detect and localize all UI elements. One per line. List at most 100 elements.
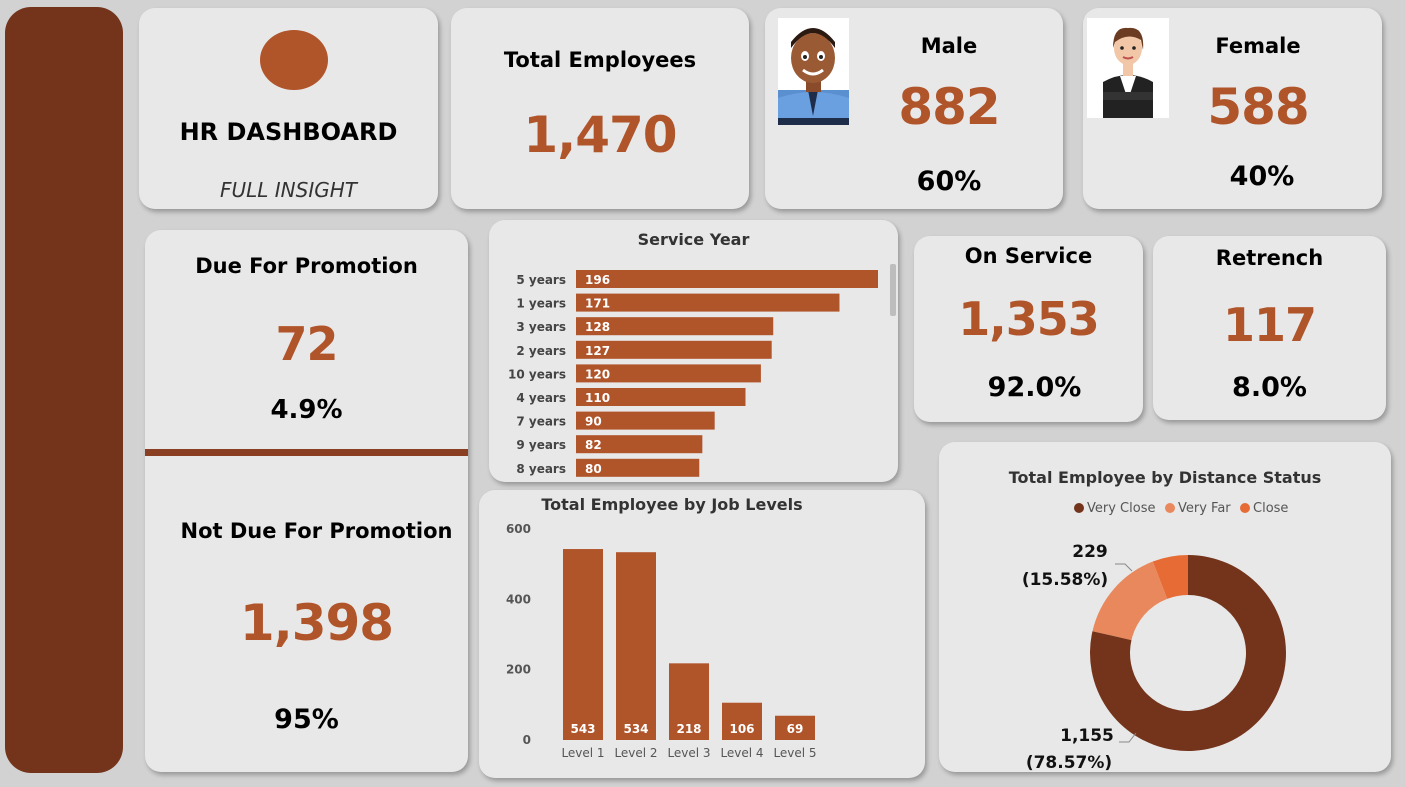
service-year-bar-label: 80 xyxy=(585,462,602,476)
service-year-category-label: 5 years xyxy=(516,273,566,287)
dashboard-subtitle: FULL INSIGHT xyxy=(220,178,357,202)
service-year-bar[interactable] xyxy=(576,293,840,312)
male-card: Male 882 60% xyxy=(765,8,1063,209)
on-service-value: 1,353 xyxy=(958,292,1100,346)
job-levels-y-tick: 600 xyxy=(506,522,531,536)
total-employees-card: Total Employees 1,470 xyxy=(451,8,749,209)
due-promotion-percent: 4.9% xyxy=(270,395,343,425)
total-employees-value: 1,470 xyxy=(523,106,677,164)
service-year-bar[interactable] xyxy=(576,270,878,288)
distance-donut-chart: Very Close Very Far Close 229 (15.58%) 1,155 (… xyxy=(1022,501,1289,772)
service-year-scrollbar[interactable] xyxy=(890,264,896,316)
job-levels-title: Total Employee by Job Levels xyxy=(541,495,803,514)
service-year-category-label: 4 years xyxy=(516,391,566,405)
distance-legend-marker xyxy=(1165,503,1175,513)
distance-data-label-value: 229 xyxy=(1072,542,1108,562)
job-levels-x-label: Level 5 xyxy=(773,746,816,760)
sidebar xyxy=(5,7,123,773)
logo-circle xyxy=(260,30,328,90)
distance-data-label-pct: (78.57%) xyxy=(1026,753,1112,772)
not-due-promotion-value: 1,398 xyxy=(239,594,394,652)
job-levels-x-label: Level 1 xyxy=(561,746,604,760)
service-year-card: Service Year 5 years 196 1 years 171 3 years… xyxy=(489,220,898,482)
distance-data-label-pct: (15.58%) xyxy=(1022,570,1108,590)
service-year-category-label: 9 years xyxy=(516,438,566,452)
job-levels-bar-label: 218 xyxy=(676,722,701,736)
service-year-category-label: 10 years xyxy=(508,367,566,381)
distance-leader-line xyxy=(1115,563,1133,572)
service-year-chart: 5 years 196 1 years 171 3 years 128 2 years 127… xyxy=(508,270,878,477)
job-levels-bar-label: 534 xyxy=(623,722,648,736)
distance-donut-slice[interactable] xyxy=(1090,555,1286,751)
distance-legend-marker xyxy=(1074,503,1084,513)
distance-card: Total Employee by Distance Status Very C… xyxy=(939,442,1391,772)
job-levels-bar[interactable] xyxy=(616,552,656,740)
male-avatar xyxy=(778,18,849,125)
service-year-bar-label: 171 xyxy=(585,297,610,311)
distance-title: Total Employee by Distance Status xyxy=(1008,468,1322,487)
on-service-card: On Service 1,353 92.0% xyxy=(914,236,1143,422)
female-avatar xyxy=(1087,18,1169,118)
distance-legend-label: Very Close xyxy=(1087,501,1155,516)
promotion-divider xyxy=(145,449,468,456)
retrench-value: 117 xyxy=(1222,298,1317,352)
service-year-bar[interactable] xyxy=(576,435,703,454)
female-label: Female xyxy=(1215,34,1301,58)
service-year-category-label: 1 years xyxy=(516,297,566,311)
on-service-label: On Service xyxy=(964,244,1093,268)
job-levels-bar-label: 69 xyxy=(787,722,804,736)
job-levels-bar-label: 543 xyxy=(570,722,595,736)
job-levels-bar[interactable] xyxy=(775,715,815,740)
male-label: Male xyxy=(920,34,978,58)
service-year-bar-label: 196 xyxy=(585,273,610,287)
service-year-bar-label: 127 xyxy=(585,344,610,358)
male-percent: 60% xyxy=(916,166,982,197)
service-year-bar-label: 82 xyxy=(585,438,602,452)
job-levels-card: Total Employee by Job Levels 0 200 400 600 5… xyxy=(479,490,925,778)
job-levels-bar[interactable] xyxy=(563,549,603,740)
service-year-category-label: 8 years xyxy=(516,462,566,476)
service-year-bar[interactable] xyxy=(576,458,700,477)
distance-donut-slice[interactable] xyxy=(1152,555,1188,599)
service-year-bar[interactable] xyxy=(576,340,772,359)
service-year-category-label: 3 years xyxy=(516,320,566,334)
service-year-bar[interactable] xyxy=(576,364,761,383)
female-value: 588 xyxy=(1207,78,1309,136)
male-value: 882 xyxy=(898,78,1000,136)
job-levels-bar-label: 106 xyxy=(729,722,754,736)
service-year-bar-label: 128 xyxy=(585,320,610,334)
retrench-percent: 8.0% xyxy=(1232,372,1307,403)
service-year-category-label: 7 years xyxy=(516,415,566,429)
job-levels-x-label: Level 2 xyxy=(614,746,657,760)
title-card: HR DASHBOARD FULL INSIGHT xyxy=(139,8,438,209)
distance-data-label-value: 1,155 xyxy=(1060,726,1114,746)
service-year-bar[interactable] xyxy=(576,317,774,336)
service-year-bar[interactable] xyxy=(576,411,715,430)
distance-legend-label: Close xyxy=(1253,501,1288,516)
job-levels-x-label: Level 3 xyxy=(667,746,710,760)
distance-legend-marker xyxy=(1240,503,1250,513)
job-levels-x-label: Level 4 xyxy=(720,746,763,760)
job-levels-bar[interactable] xyxy=(669,663,709,740)
job-levels-y-tick: 200 xyxy=(506,663,531,677)
service-year-bar[interactable] xyxy=(576,388,746,406)
retrench-label: Retrench xyxy=(1215,246,1324,270)
job-levels-bar[interactable] xyxy=(722,702,762,740)
job-levels-y-tick: 0 xyxy=(523,733,531,747)
total-employees-label: Total Employees xyxy=(503,48,697,72)
due-promotion-label: Due For Promotion xyxy=(195,254,418,278)
service-year-bar-label: 120 xyxy=(585,367,610,381)
job-levels-chart: 0 200 400 600 543 Level 1 534 Level 2 218 Level 3… xyxy=(506,522,817,760)
not-due-promotion-label: Not Due For Promotion xyxy=(180,519,453,543)
dashboard-title: HR DASHBOARD xyxy=(179,118,398,146)
service-year-bar-label: 90 xyxy=(585,415,602,429)
not-due-promotion-percent: 95% xyxy=(274,704,339,735)
service-year-bar-label: 110 xyxy=(585,391,610,405)
female-percent: 40% xyxy=(1229,161,1295,192)
on-service-percent: 92.0% xyxy=(987,372,1082,403)
service-year-category-label: 2 years xyxy=(516,344,566,358)
distance-donut-slice[interactable] xyxy=(1092,561,1168,641)
distance-legend-label: Very Far xyxy=(1178,501,1231,516)
job-levels-y-tick: 400 xyxy=(506,592,531,606)
female-card: Female 588 40% xyxy=(1083,8,1382,209)
